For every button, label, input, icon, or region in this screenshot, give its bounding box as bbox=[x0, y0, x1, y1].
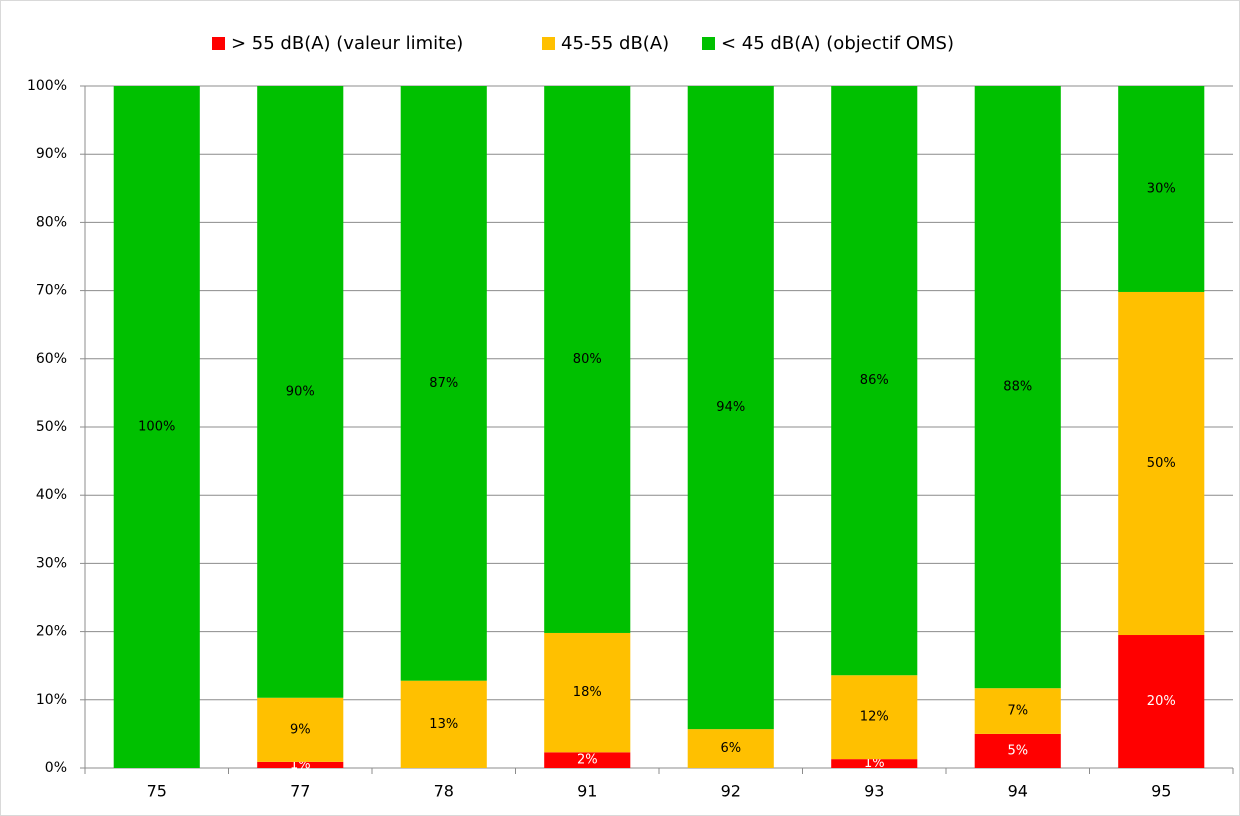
x-tick-label: 78 bbox=[434, 782, 454, 801]
bar-segment bbox=[1118, 635, 1205, 768]
y-tick-label: 30% bbox=[36, 555, 67, 571]
bar-segment bbox=[831, 86, 918, 676]
data-label: 1% bbox=[864, 756, 885, 771]
bar-segment bbox=[831, 675, 918, 760]
y-tick-label: 10% bbox=[36, 692, 67, 708]
data-label: 20% bbox=[1147, 694, 1176, 709]
data-label: 9% bbox=[290, 722, 311, 737]
data-label: 13% bbox=[429, 717, 458, 732]
bar-segment bbox=[113, 86, 200, 768]
data-label: 88% bbox=[1003, 380, 1032, 395]
data-label: 12% bbox=[860, 710, 889, 725]
legend-label: < 45 dB(A) (objectif OMS) bbox=[721, 33, 954, 54]
y-tick-label: 50% bbox=[36, 419, 67, 435]
y-tick-label: 0% bbox=[45, 760, 67, 776]
bar-segment bbox=[257, 761, 344, 768]
bar-segment bbox=[1118, 86, 1205, 292]
bar-segment bbox=[544, 86, 631, 633]
data-label: 7% bbox=[1007, 704, 1028, 719]
bar-segment bbox=[400, 86, 487, 681]
x-tick-label: 77 bbox=[290, 782, 310, 801]
legend-swatch bbox=[702, 37, 715, 50]
x-tick-label: 91 bbox=[577, 782, 597, 801]
data-label: 2% bbox=[577, 753, 598, 768]
y-tick-label: 20% bbox=[36, 624, 67, 640]
data-label: 5% bbox=[1007, 743, 1028, 758]
data-label: 100% bbox=[138, 420, 175, 435]
x-tick-label: 95 bbox=[1151, 782, 1171, 801]
bar-segment bbox=[974, 86, 1061, 689]
y-tick-label: 40% bbox=[36, 487, 67, 503]
data-label: 50% bbox=[1147, 456, 1176, 471]
bar-segment bbox=[544, 632, 631, 753]
data-label: 30% bbox=[1147, 181, 1176, 196]
bar-segment bbox=[400, 680, 487, 768]
data-label: 94% bbox=[716, 400, 745, 415]
x-tick-label: 94 bbox=[1008, 782, 1028, 801]
x-tick-label: 92 bbox=[721, 782, 741, 801]
legend-swatch bbox=[542, 37, 555, 50]
y-tick-label: 70% bbox=[36, 283, 67, 299]
bar-segment bbox=[257, 697, 344, 762]
bar-segment bbox=[687, 729, 774, 768]
bar-segment bbox=[974, 733, 1061, 768]
data-label: 80% bbox=[573, 352, 602, 367]
legend-label: 45-55 dB(A) bbox=[561, 33, 669, 54]
y-tick-label: 60% bbox=[36, 351, 67, 367]
x-tick-label: 75 bbox=[147, 782, 167, 801]
bar-segment bbox=[687, 86, 774, 730]
legend-swatch bbox=[212, 37, 225, 50]
bar-segment bbox=[544, 752, 631, 768]
data-label: 18% bbox=[573, 685, 602, 700]
bar-segment bbox=[831, 759, 918, 768]
y-tick-label: 90% bbox=[36, 146, 67, 162]
data-label: 6% bbox=[720, 741, 741, 756]
bar-segment bbox=[974, 688, 1061, 734]
data-label: 87% bbox=[429, 376, 458, 391]
bar-segment bbox=[257, 86, 344, 698]
x-tick-label: 93 bbox=[864, 782, 884, 801]
y-tick-label: 100% bbox=[27, 78, 67, 94]
bar-segment bbox=[1118, 291, 1205, 636]
data-label: 86% bbox=[860, 373, 889, 388]
y-tick-label: 80% bbox=[36, 214, 67, 230]
legend-label: > 55 dB(A) (valeur limite) bbox=[231, 33, 463, 54]
data-label: 90% bbox=[286, 384, 315, 399]
